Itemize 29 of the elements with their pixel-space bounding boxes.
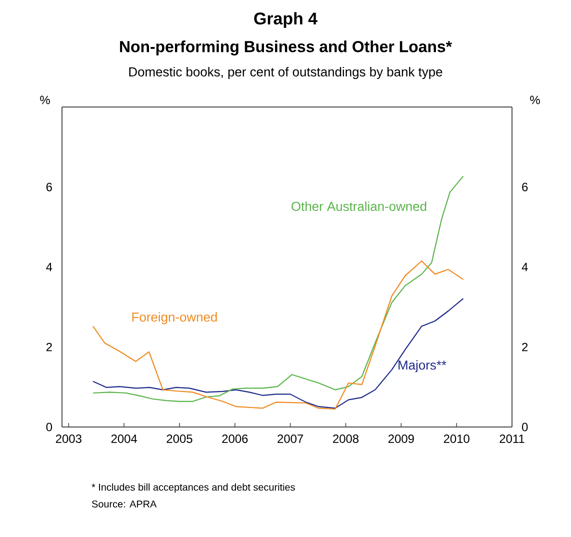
y2-tick-label: 0 <box>522 422 528 432</box>
x-tick-label: 2008 <box>333 434 359 443</box>
y2-axis-title: % <box>530 96 540 104</box>
caption: Graph 4 <box>254 12 318 28</box>
line-series <box>92 298 464 409</box>
y-tick-label: 2 <box>46 342 52 352</box>
y2-tick-label: 6 <box>522 182 528 192</box>
x-tick-label: 2009 <box>388 434 414 443</box>
y-tick-label: 6 <box>46 182 52 192</box>
y2-tick-label: 4 <box>522 262 528 272</box>
source-note: Source: APRA <box>92 500 157 508</box>
x-tick-label: 2007 <box>278 434 304 443</box>
chart-title: Non-performing Business and Other Loans* <box>120 40 452 56</box>
line-series <box>92 176 464 402</box>
x-tick-label: 2006 <box>222 434 248 443</box>
y2-tick-label: 2 <box>522 342 528 352</box>
series-label: Majors** <box>398 360 446 372</box>
chart-subtitle: Domestic books, per cent of outstandings by bank type <box>129 66 442 80</box>
x-tick-label: 2005 <box>166 434 192 443</box>
y-tick-label: 4 <box>46 262 52 272</box>
text: Foreign-owned <box>132 312 217 324</box>
x-tick-label: 2003 <box>56 434 82 443</box>
x-tick-label: 2011 <box>500 434 524 443</box>
x-tick-label: 2010 <box>444 434 470 443</box>
text: * Includes bill acceptances and debt securities <box>92 483 295 493</box>
x-tick-label: 2004 <box>111 434 138 443</box>
y-axis-title: % <box>40 96 50 104</box>
series-label: Other Australian-owned <box>292 201 426 211</box>
y-tick-label: 0 <box>46 422 52 432</box>
